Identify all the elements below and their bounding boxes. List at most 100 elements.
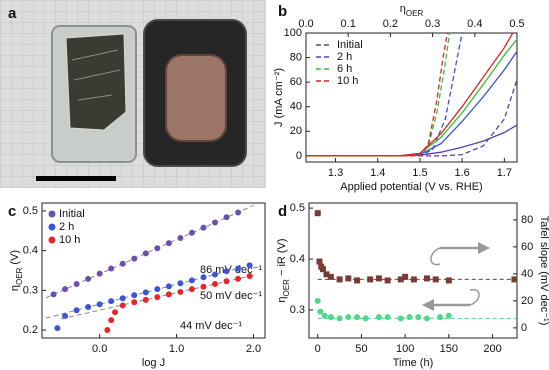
- point: [165, 240, 172, 247]
- dashed-line: [306, 79, 518, 157]
- x-tick-label: 0.0: [92, 343, 107, 355]
- point: [223, 214, 230, 221]
- point: [314, 297, 321, 304]
- point: [317, 308, 324, 315]
- point: [336, 276, 343, 283]
- point: [131, 255, 138, 262]
- point: [62, 313, 69, 320]
- point: [154, 245, 161, 252]
- point: [235, 265, 242, 272]
- point: [336, 315, 343, 322]
- y-tick-label: 0.5: [23, 205, 38, 217]
- point: [423, 315, 430, 322]
- dashed-line: [306, 32, 463, 157]
- point: [321, 312, 328, 319]
- point: [85, 275, 92, 282]
- point: [96, 270, 103, 277]
- point: [445, 312, 452, 319]
- legend-label: 10 h: [59, 234, 80, 246]
- annotation: 44 mV dec⁻¹: [180, 320, 242, 332]
- x-tick-label: 1.7: [497, 167, 512, 179]
- point: [200, 274, 207, 281]
- dashed-line: [306, 32, 451, 157]
- point: [50, 291, 57, 298]
- point: [314, 210, 321, 217]
- panel-label: d: [278, 203, 287, 220]
- point: [223, 278, 230, 285]
- point: [246, 262, 253, 269]
- arrow-head: [422, 299, 434, 311]
- y-tick-label: 0.2: [23, 324, 38, 336]
- y2-tick-label: 80: [521, 214, 533, 226]
- point: [142, 250, 149, 257]
- x-axis-label: log J: [142, 357, 165, 369]
- point: [402, 273, 409, 280]
- point: [323, 271, 330, 278]
- label-part: η: [9, 285, 21, 291]
- point: [432, 276, 439, 283]
- point: [165, 291, 172, 298]
- point: [327, 314, 334, 321]
- x2-tick-label: 0.4: [467, 18, 482, 30]
- y2-tick-label: 0: [521, 322, 527, 334]
- point: [397, 276, 404, 283]
- y-tick-label: 20: [290, 125, 302, 137]
- point: [177, 280, 184, 287]
- point: [200, 224, 207, 231]
- point: [188, 277, 195, 284]
- y-tick-label: 0.3: [290, 304, 305, 316]
- point: [235, 275, 242, 282]
- panel-label: a: [8, 5, 17, 22]
- point: [367, 276, 374, 283]
- y-tick-label: 0.5: [290, 202, 305, 214]
- label-part: η: [276, 296, 288, 302]
- y-axis-label: ηOER − iR (V): [276, 238, 291, 302]
- point: [54, 325, 61, 332]
- point: [362, 315, 369, 322]
- point: [354, 314, 361, 321]
- label-part: OER: [406, 9, 424, 18]
- point: [397, 315, 404, 322]
- point: [246, 273, 253, 280]
- point: [327, 273, 334, 280]
- point: [423, 275, 430, 282]
- point: [142, 296, 149, 303]
- x2-tick-label: 0.2: [383, 18, 398, 30]
- y2-tick-label: 20: [521, 295, 533, 307]
- legend-label: 6 h: [337, 63, 352, 75]
- foil: [65, 33, 127, 131]
- point: [319, 266, 326, 273]
- plot-frame: [305, 32, 518, 163]
- legend-swatch: [48, 210, 56, 218]
- annotation: 86 mV dec⁻¹: [200, 264, 262, 276]
- legend-swatch: [48, 223, 56, 231]
- x-tick-label: 100: [396, 343, 414, 355]
- arrow-head: [478, 242, 490, 254]
- line: [306, 124, 518, 157]
- annotation: 50 mV dec⁻¹: [200, 290, 262, 302]
- arrow-loop: [430, 247, 441, 266]
- y-tick-label: 0: [296, 150, 302, 162]
- legend-label: 2 h: [337, 51, 352, 63]
- x-tick-label: 1.3: [328, 167, 343, 179]
- point: [154, 294, 161, 301]
- x-tick-label: 50: [355, 343, 367, 355]
- point: [406, 314, 413, 321]
- point: [73, 307, 80, 314]
- point: [108, 298, 115, 305]
- point: [108, 265, 115, 272]
- point: [223, 268, 230, 275]
- fit-line: [45, 204, 254, 299]
- y-tick-label: 100: [284, 27, 302, 39]
- x2-tick-label: 0.5: [509, 18, 524, 30]
- point: [96, 301, 103, 308]
- x-tick-label: 1.6: [454, 167, 469, 179]
- point: [415, 314, 422, 321]
- point: [316, 258, 323, 265]
- point: [119, 295, 126, 302]
- label-part: (V): [9, 250, 21, 268]
- y2-tick-label: 60: [521, 241, 533, 253]
- point: [73, 281, 80, 287]
- scale-bar: [36, 176, 116, 181]
